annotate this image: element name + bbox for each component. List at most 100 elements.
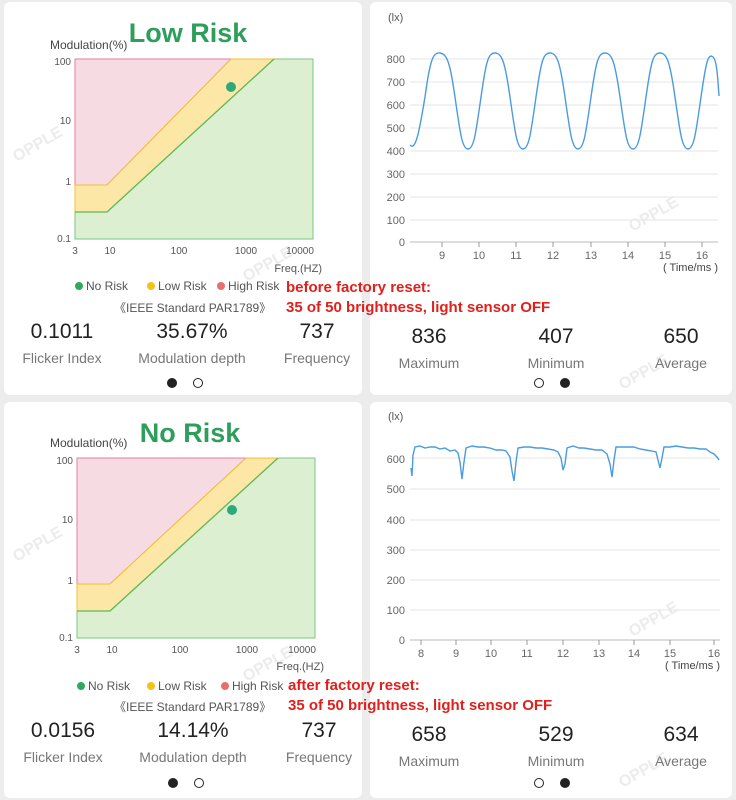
waveform-card-bottom[interactable]: OPPLE OPPLE (lx) 600 500 400 300 200 100…	[370, 402, 732, 798]
low-risk-legend-icon	[147, 682, 155, 690]
risk-title: No Risk	[140, 418, 242, 448]
low-risk-legend-icon	[147, 282, 155, 290]
page-dot[interactable]	[193, 378, 203, 388]
x-tick: 8	[418, 648, 424, 660]
page-indicator[interactable]	[534, 378, 570, 388]
y-tick: 10	[62, 515, 74, 526]
flicker-risk-card-bottom[interactable]: OPPLE OPPLE No Risk Modulation(%) 100 10…	[4, 402, 362, 798]
y-axis-title: Modulation(%)	[50, 436, 127, 450]
y-tick: 100	[54, 57, 71, 68]
x-tick: 10	[104, 246, 116, 257]
y-tick: 300	[387, 545, 405, 557]
y-tick: 0	[399, 237, 405, 249]
page-dot[interactable]	[534, 778, 544, 788]
x-tick: 100	[171, 246, 188, 257]
waveform-chart-svg-bottom: OPPLE OPPLE (lx) 600 500 400 300 200 100…	[387, 411, 720, 791]
minimum-value: 529	[538, 723, 574, 746]
watermark: OPPLE	[10, 523, 66, 565]
y-tick: 100	[56, 456, 73, 467]
standard-label: 《IEEE Standard PAR1789》	[114, 301, 271, 315]
legend: No Risk Low Risk High Risk	[77, 679, 284, 693]
x-tick: 3	[72, 246, 78, 257]
flicker-index-value: 0.0156	[30, 719, 96, 742]
legend-label: High Risk	[232, 679, 284, 693]
legend-label: High Risk	[228, 279, 280, 293]
page-dot-active[interactable]	[167, 378, 177, 388]
y-tick: 500	[387, 484, 405, 496]
legend-label: No Risk	[88, 679, 131, 693]
watermark: OPPLE	[626, 193, 682, 235]
x-tick: 16	[696, 250, 708, 262]
y-tick: 700	[387, 77, 405, 89]
flicker-risk-card-top[interactable]: OPPLE OPPLE Low Risk Modulation(%) 100 1…	[4, 2, 362, 395]
risk-plot	[74, 58, 314, 240]
minimum-label: Minimum	[527, 355, 585, 371]
x-tick: 10	[485, 648, 497, 660]
x-tick: 14	[628, 648, 640, 660]
risk-chart-svg-bottom: OPPLE OPPLE No Risk Modulation(%) 100 10…	[10, 418, 324, 714]
no-risk-legend-icon	[75, 282, 83, 290]
y-tick: 1	[67, 576, 73, 587]
y-tick: 0	[399, 635, 405, 647]
flicker-index-label: Flicker Index	[23, 749, 103, 765]
risk-title: Low Risk	[129, 18, 249, 48]
y-tick: 100	[387, 605, 405, 617]
x-tick: 1000	[235, 246, 258, 257]
high-risk-legend-icon	[221, 682, 229, 690]
risk-chart-svg-top: OPPLE OPPLE Low Risk Modulation(%) 100 1…	[10, 18, 322, 315]
legend-label: Low Risk	[158, 279, 208, 293]
x-axis-title: Freq.(HZ)	[276, 661, 324, 673]
y-tick: 100	[387, 215, 405, 227]
maximum-label: Maximum	[398, 355, 460, 371]
legend: No Risk Low Risk High Risk	[75, 279, 280, 293]
no-risk-boundary	[106, 58, 275, 213]
x-tick: 10000	[286, 246, 314, 257]
modulation-depth-label: Modulation depth	[138, 350, 246, 366]
standard-label: 《IEEE Standard PAR1789》	[114, 700, 271, 714]
maximum-label: Maximum	[398, 753, 460, 769]
x-tick: 15	[664, 648, 676, 660]
x-unit: ( Time/ms )	[663, 262, 718, 274]
x-tick: 9	[439, 250, 445, 262]
waveform-line	[409, 52, 720, 150]
x-tick: 16	[708, 648, 720, 660]
measurement-point	[226, 82, 236, 92]
page-dot[interactable]	[534, 378, 544, 388]
page-dot[interactable]	[194, 778, 204, 788]
page-dot-active[interactable]	[168, 778, 178, 788]
x-tick: 10	[106, 645, 118, 656]
y-tick: 600	[387, 100, 405, 112]
waveform-card-top[interactable]: OPPLE OPPLE (lx) 800 700 600 500 400 3	[370, 2, 732, 395]
y-tick: 1	[65, 177, 71, 188]
average-label: Average	[655, 753, 707, 769]
x-tick: 9	[453, 648, 459, 660]
x-tick: 11	[510, 250, 521, 262]
y-tick: 0.1	[57, 234, 71, 245]
y-tick: 0.1	[59, 633, 73, 644]
high-risk-legend-icon	[217, 282, 225, 290]
x-tick: 10000	[288, 645, 316, 656]
y-tick: 800	[387, 54, 405, 66]
x-tick: 13	[585, 250, 597, 262]
modulation-depth-label: Modulation depth	[139, 749, 247, 765]
page-indicator[interactable]	[168, 778, 204, 788]
x-axis-title: Freq.(HZ)	[274, 263, 322, 275]
x-tick: 3	[74, 645, 80, 656]
no-risk-legend-icon	[77, 682, 85, 690]
x-unit: ( Time/ms )	[665, 660, 720, 672]
waveform-chart-svg-top: OPPLE OPPLE (lx) 800 700 600 500 400 3	[387, 12, 720, 393]
x-tick-marks	[420, 640, 715, 645]
y-tick: 200	[387, 192, 405, 204]
frequency-value: 737	[301, 719, 337, 742]
minimum-label: Minimum	[527, 753, 585, 769]
frequency-label: Frequency	[283, 350, 351, 366]
y-tick: 200	[387, 575, 405, 587]
y-tick: 400	[387, 515, 405, 527]
page-indicator[interactable]	[167, 378, 203, 388]
page-dot-active[interactable]	[560, 778, 570, 788]
frequency-value: 737	[299, 320, 335, 343]
frequency-label: Frequency	[285, 749, 353, 765]
legend-label: Low Risk	[158, 679, 208, 693]
page-indicator[interactable]	[534, 778, 570, 788]
page-dot-active[interactable]	[560, 378, 570, 388]
